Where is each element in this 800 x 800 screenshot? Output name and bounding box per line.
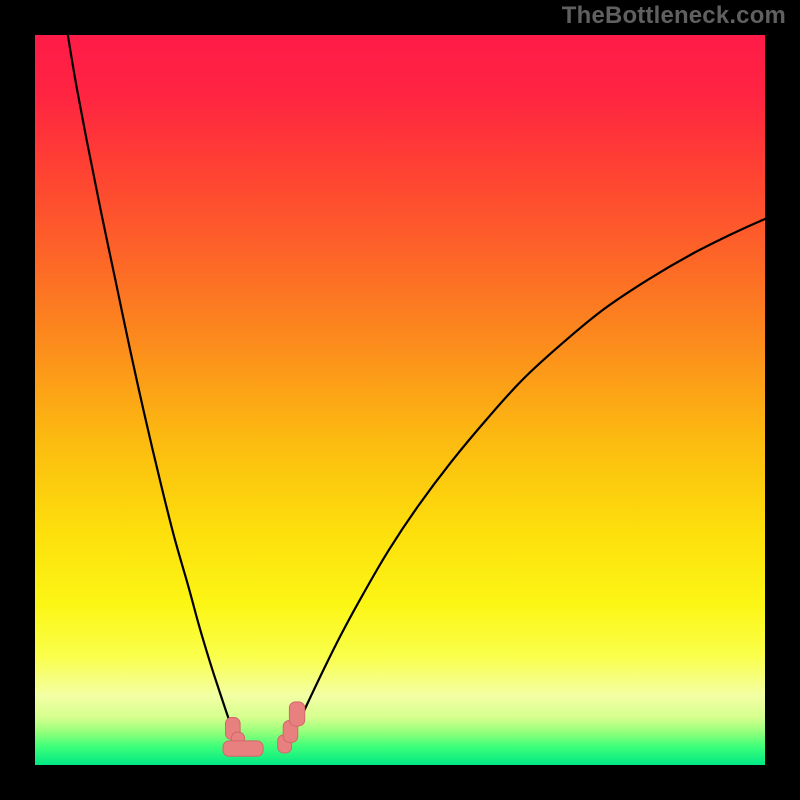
- marker-5: [289, 702, 304, 726]
- plot-area: [35, 35, 765, 765]
- marker-2: [223, 741, 263, 756]
- plot-svg: [35, 35, 765, 765]
- gradient-background: [35, 35, 765, 765]
- watermark-text: TheBottleneck.com: [562, 2, 786, 30]
